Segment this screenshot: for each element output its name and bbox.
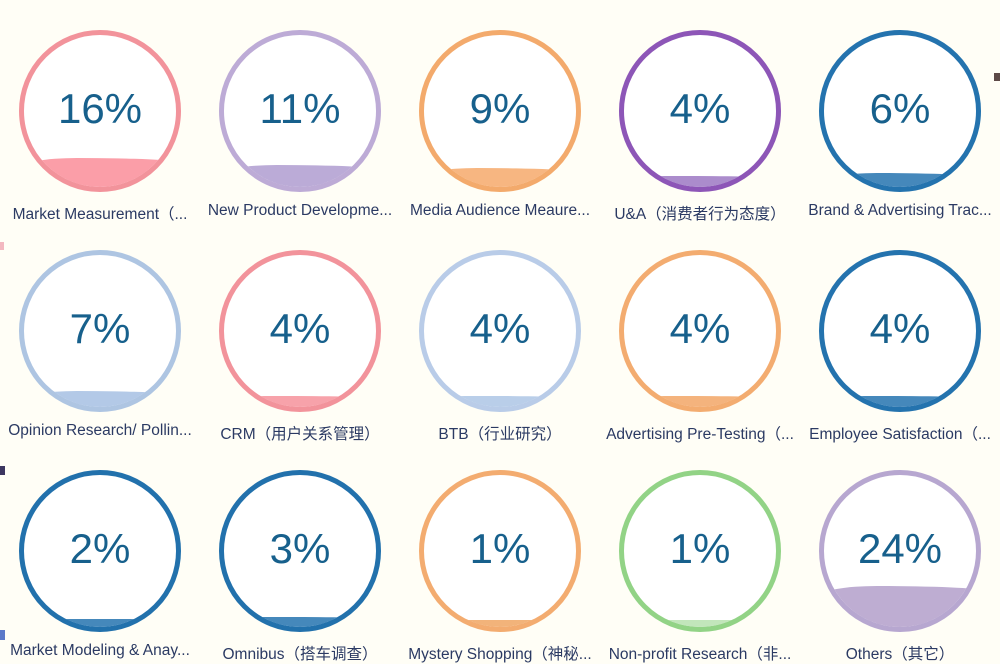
gauge-cell-non-profit-research: 1% Non-profit Research（非... (600, 444, 800, 664)
liquid-gauge: 1% (419, 470, 581, 632)
liquid-fill (424, 620, 576, 627)
gauge-label: Omnibus（搭车调查） (222, 646, 378, 663)
gauge-cell-media-audience-measurement: 9% Media Audience Meaure... (400, 4, 600, 224)
liquid-fill (24, 619, 176, 627)
gauge-label: CRM（用户关系管理） (220, 426, 380, 443)
liquid-fill (24, 158, 176, 187)
gauge-percent: 4% (669, 85, 731, 132)
liquid-gauge: 24% (819, 470, 981, 632)
gauge-percent: 16% (57, 85, 143, 132)
gauge-percent: 7% (69, 305, 131, 352)
liquid-gauge: 2% (19, 470, 181, 632)
gauge-label: Opinion Research/ Pollin... (8, 422, 192, 439)
gauge-label: New Product Developme... (207, 202, 393, 219)
gauge-percent: 4% (269, 305, 331, 352)
gauge-cell-employee-satisfaction: 4% Employee Satisfaction（... (800, 224, 1000, 444)
liquid-fill (224, 617, 376, 627)
gauge-percent: 4% (469, 305, 531, 352)
gauge-cell-market-measurement: 16% Market Measurement（... (0, 4, 200, 224)
gauge-cell-crm: 4% CRM（用户关系管理） (200, 224, 400, 444)
gauge-label: Mystery Shopping（神秘... (408, 646, 592, 663)
gauge-label: Media Audience Meaure... (409, 202, 591, 219)
gauge-label: U&A（消费者行为态度） (614, 206, 786, 223)
liquid-gauge: 6% (819, 30, 981, 192)
liquid-fill (624, 396, 776, 407)
gauge-label: Market Measurement（... (12, 206, 188, 223)
gauge-label: BTB（行业研究） (438, 426, 562, 443)
liquid-gauge: 4% (619, 30, 781, 192)
liquid-fill (624, 176, 776, 187)
gauge-percent: 24% (857, 525, 943, 572)
liquid-fill (824, 173, 976, 187)
gauge-label: Employee Satisfaction（... (809, 426, 991, 443)
liquid-gauge: 1% (619, 470, 781, 632)
gauge-percent: 9% (469, 85, 531, 132)
liquid-fill (824, 586, 976, 627)
gauge-percent: 1% (669, 525, 731, 572)
gauge-cell-new-product-development: 11% New Product Developme... (200, 4, 400, 224)
liquid-gauge: 11% (219, 30, 381, 192)
gauge-cell-others: 24% Others（其它） (800, 444, 1000, 664)
gauge-cell-ua: 4% U&A（消费者行为态度） (600, 4, 800, 224)
gauge-cell-mystery-shopping: 1% Mystery Shopping（神秘... (400, 444, 600, 664)
gauge-cell-advertising-pre-testing: 4% Advertising Pre-Testing（... (600, 224, 800, 444)
liquid-gauge: 4% (619, 250, 781, 412)
liquid-fill (424, 396, 576, 407)
gauge-cell-market-modeling: 2% Market Modeling & Anay... (0, 444, 200, 664)
liquid-fill (24, 391, 176, 407)
gauge-cell-opinion-research: 7% Opinion Research/ Pollin... (0, 224, 200, 444)
gauge-cell-btb: 4% BTB（行业研究） (400, 224, 600, 444)
liquid-gauge: 4% (219, 250, 381, 412)
gauge-percent: 3% (269, 525, 331, 572)
gauge-percent: 11% (259, 85, 341, 132)
liquid-gauge: 9% (419, 30, 581, 192)
liquid-fill (624, 620, 776, 627)
gauge-label: Non-profit Research（非... (608, 646, 792, 663)
gauge-cell-omnibus: 3% Omnibus（搭车调查） (200, 444, 400, 664)
liquid-fill (424, 168, 576, 187)
gauge-label: Market Modeling & Anay... (10, 642, 190, 659)
liquid-fill (224, 165, 376, 187)
gauge-label: Brand & Advertising Trac... (808, 202, 992, 219)
gauge-cell-brand-advertising-tracking: 6% Brand & Advertising Trac... (800, 4, 1000, 224)
liquid-fill (224, 396, 376, 407)
liquid-gauge: 4% (419, 250, 581, 412)
liquid-gauge: 7% (19, 250, 181, 412)
gauge-label: Advertising Pre-Testing（... (606, 426, 794, 443)
gauge-percent: 4% (869, 305, 931, 352)
gauge-percent: 1% (469, 525, 531, 572)
liquid-gauge: 4% (819, 250, 981, 412)
gauge-percent: 2% (69, 525, 131, 572)
gauge-label: Others（其它） (845, 646, 955, 663)
gauge-percent: 4% (669, 305, 731, 352)
liquid-gauge: 3% (219, 470, 381, 632)
liquid-fill (824, 396, 976, 407)
gauge-percent: 6% (869, 85, 931, 132)
liquid-gauge: 16% (19, 30, 181, 192)
